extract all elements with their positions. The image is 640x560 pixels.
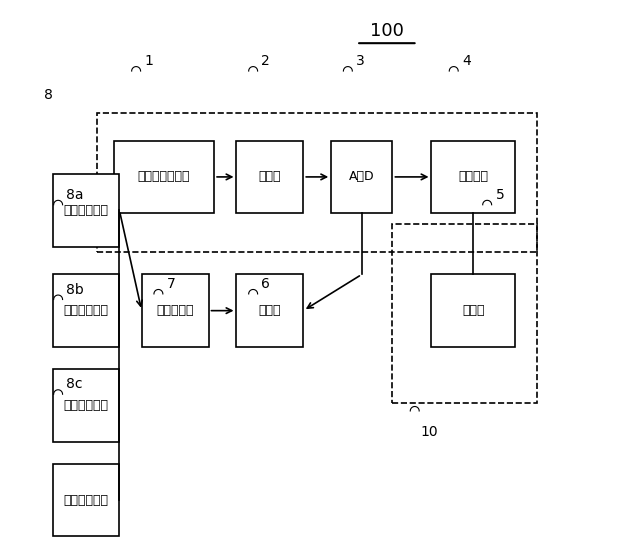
Text: 100: 100 — [370, 22, 404, 40]
Text: 振動形成部材: 振動形成部材 — [63, 399, 108, 412]
FancyBboxPatch shape — [331, 141, 392, 213]
FancyBboxPatch shape — [52, 174, 120, 246]
Text: 4: 4 — [462, 54, 471, 68]
FancyBboxPatch shape — [141, 274, 209, 347]
FancyBboxPatch shape — [236, 274, 303, 347]
Text: イコライザ: イコライザ — [156, 304, 194, 317]
Text: アンプ: アンプ — [259, 170, 281, 184]
FancyBboxPatch shape — [236, 141, 303, 213]
Text: 7: 7 — [167, 277, 175, 291]
FancyBboxPatch shape — [52, 464, 120, 536]
Text: A／D: A／D — [349, 170, 374, 184]
Text: 3: 3 — [356, 54, 365, 68]
Text: アンプ: アンプ — [259, 304, 281, 317]
Text: 爪振動計測装置: 爪振動計測装置 — [138, 170, 190, 184]
Text: 6: 6 — [262, 277, 270, 291]
Text: 2: 2 — [262, 54, 270, 68]
Text: 8b: 8b — [67, 283, 84, 297]
FancyBboxPatch shape — [114, 141, 214, 213]
Text: 制御装置: 制御装置 — [458, 170, 488, 184]
FancyBboxPatch shape — [52, 369, 120, 442]
Text: 10: 10 — [420, 425, 438, 439]
Text: 振動形成部材: 振動形成部材 — [63, 204, 108, 217]
Text: 1: 1 — [145, 54, 154, 68]
Text: 5: 5 — [495, 188, 504, 202]
FancyBboxPatch shape — [431, 274, 515, 347]
FancyBboxPatch shape — [431, 141, 515, 213]
Text: 8a: 8a — [67, 188, 84, 202]
Text: モニタ: モニタ — [462, 304, 484, 317]
Text: 振動形成部材: 振動形成部材 — [63, 304, 108, 317]
Text: 8c: 8c — [67, 377, 83, 391]
Text: 振動形成部材: 振動形成部材 — [63, 493, 108, 507]
Text: 8: 8 — [44, 88, 53, 102]
FancyBboxPatch shape — [52, 274, 120, 347]
